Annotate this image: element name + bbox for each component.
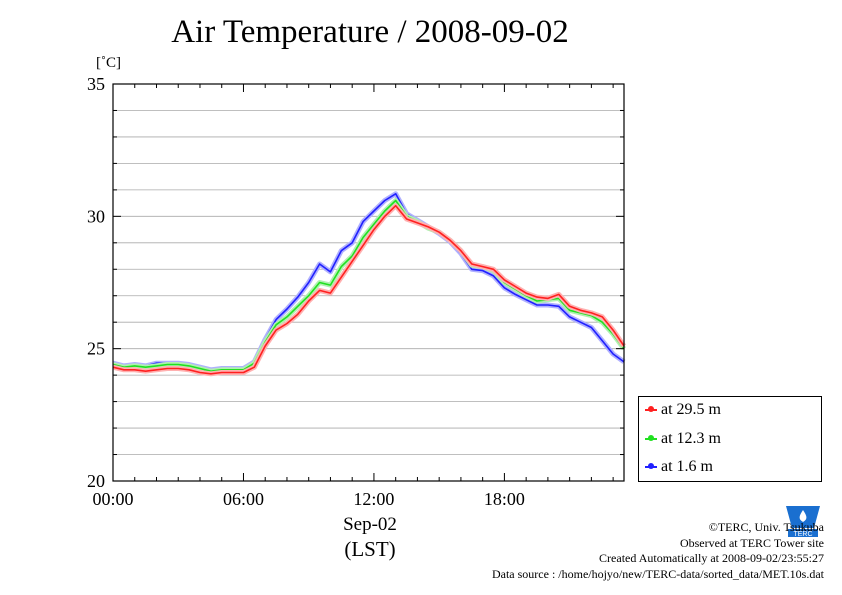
x-tick-label: 18:00 — [484, 489, 525, 509]
legend-label: at 1.6 m — [661, 458, 713, 475]
footer-credit: ©TERC, Univ. Tsukuba — [708, 520, 824, 534]
y-tick-label: 25 — [87, 339, 105, 359]
footer-site: Observed at TERC Tower site — [679, 535, 824, 550]
x-tick-label: 12:00 — [353, 489, 394, 509]
series-1 — [112, 198, 627, 374]
series-0 — [112, 203, 627, 377]
series-lines — [112, 191, 627, 377]
series-line-1 — [112, 199, 625, 373]
chart-title: Air Temperature / 2008-09-02 — [171, 14, 569, 50]
legend-item-29-5m: at 29.5 m — [645, 400, 721, 420]
footer-credits: ©TERC, Univ. Tsukuba Observed at TERC To… — [492, 520, 824, 582]
footer-created: Created Automatically at 2008-09-02/23:5… — [599, 551, 824, 566]
y-tick-label: 35 — [87, 74, 105, 94]
legend-item-12-3m: at 12.3 m — [645, 429, 721, 449]
footer-source: Data source : /home/hojyo/new/TERC-data/… — [491, 566, 824, 581]
axis-ticks — [112, 83, 624, 482]
series-halo-2 — [112, 191, 626, 373]
grid-lines — [113, 110, 624, 455]
series-halo-1 — [112, 198, 627, 374]
series-line-2 — [112, 193, 625, 371]
y-tick-label: 20 — [87, 471, 105, 491]
legend-swatch-blue — [645, 463, 657, 469]
legend-swatch-red — [645, 406, 657, 412]
terc-logo-icon: TERC — [786, 506, 820, 538]
series-line-0 — [112, 204, 625, 375]
x-axis-date-label: Sep-02 — [343, 514, 397, 535]
plot-frame — [112, 83, 625, 482]
legend: at 29.5 m at 12.3 m at 1.6 m — [638, 396, 822, 482]
svg-text:TERC: TERC — [793, 531, 812, 538]
x-tick-label: 00:00 — [92, 489, 133, 509]
legend-item-1-6m: at 1.6 m — [645, 457, 713, 477]
legend-swatch-green — [645, 435, 657, 441]
x-tick-label: 06:00 — [223, 489, 264, 509]
legend-label: at 12.3 m — [661, 430, 721, 447]
y-axis-unit: [˚C] — [96, 55, 121, 71]
x-axis-timezone-label: (LST) — [344, 537, 396, 561]
y-tick-label: 30 — [87, 206, 105, 226]
legend-label: at 29.5 m — [661, 401, 721, 418]
series-2 — [112, 191, 626, 373]
tick-labels: 20 25 30 35 00:00 06:00 12:00 18:00 — [87, 74, 525, 509]
